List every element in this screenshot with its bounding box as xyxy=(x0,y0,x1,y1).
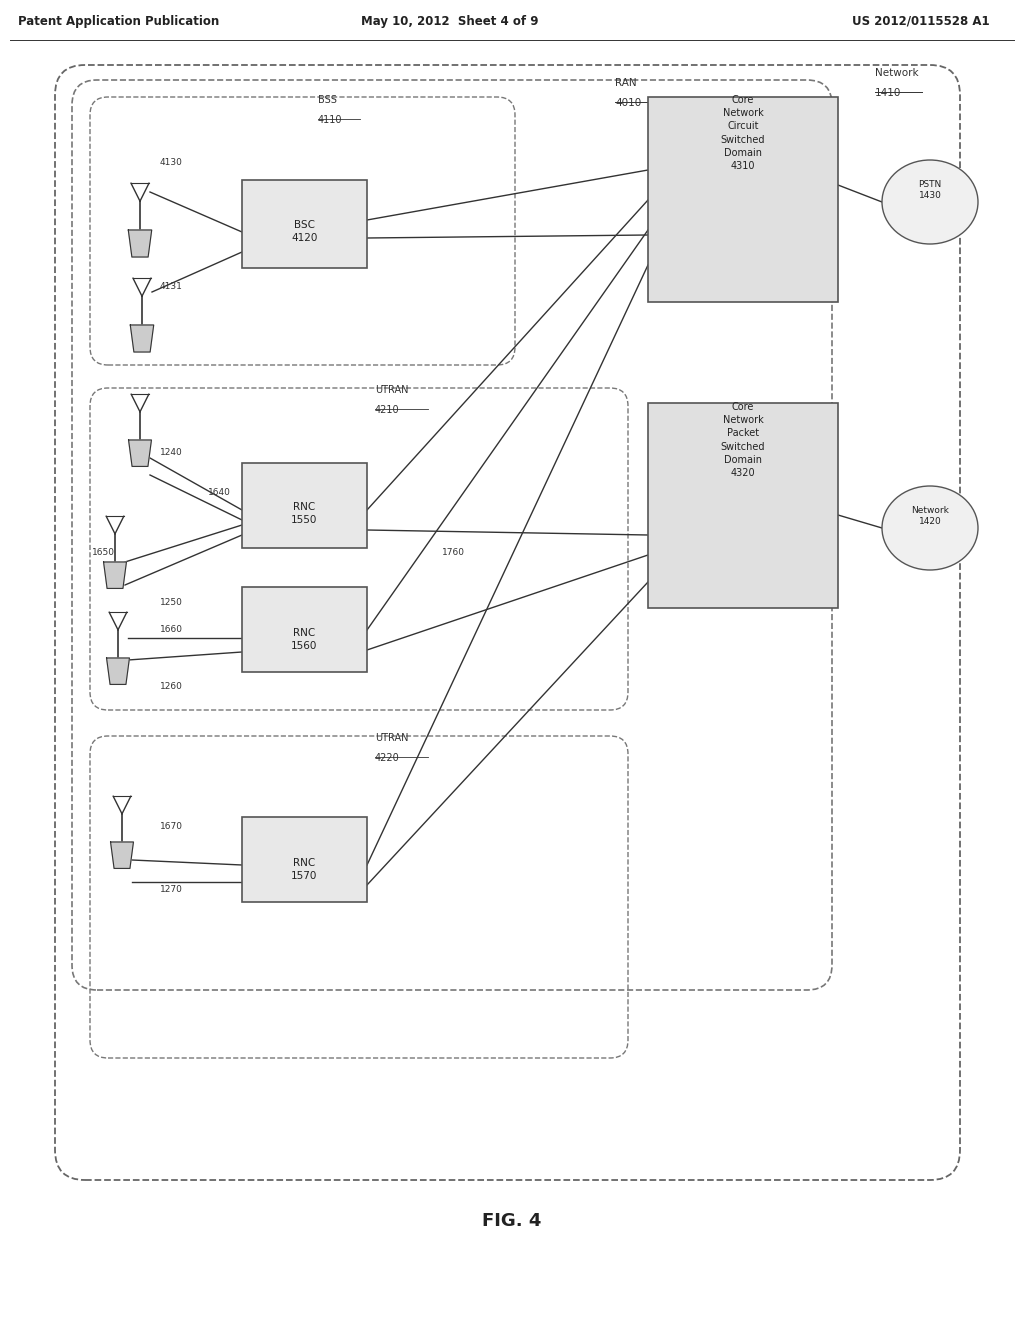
Text: 4210: 4210 xyxy=(375,405,399,414)
Text: 1260: 1260 xyxy=(160,682,183,690)
Text: US 2012/0115528 A1: US 2012/0115528 A1 xyxy=(852,15,990,28)
Text: Network: Network xyxy=(874,69,919,78)
FancyBboxPatch shape xyxy=(648,403,838,609)
Text: 4130: 4130 xyxy=(160,158,183,168)
Text: RNC
1550: RNC 1550 xyxy=(291,502,317,525)
Text: BSS: BSS xyxy=(318,95,337,106)
Text: Patent Application Publication: Patent Application Publication xyxy=(18,15,219,28)
Ellipse shape xyxy=(882,160,978,244)
Text: 4010: 4010 xyxy=(615,98,641,108)
Polygon shape xyxy=(111,842,133,869)
Polygon shape xyxy=(130,325,154,352)
Polygon shape xyxy=(106,657,129,684)
Polygon shape xyxy=(129,440,152,466)
Text: UTRAN: UTRAN xyxy=(375,733,409,743)
Text: Network
1420: Network 1420 xyxy=(911,506,949,527)
Text: 1410: 1410 xyxy=(874,88,901,98)
Text: UTRAN: UTRAN xyxy=(375,385,409,395)
Text: 1760: 1760 xyxy=(442,548,465,557)
Text: 1670: 1670 xyxy=(160,822,183,832)
Text: 1270: 1270 xyxy=(160,884,183,894)
Polygon shape xyxy=(128,230,152,257)
Text: RNC
1560: RNC 1560 xyxy=(291,628,317,651)
FancyBboxPatch shape xyxy=(242,180,367,268)
Text: RNC
1570: RNC 1570 xyxy=(291,858,317,882)
Text: 1250: 1250 xyxy=(160,598,183,607)
Text: 1660: 1660 xyxy=(160,624,183,634)
Text: 4220: 4220 xyxy=(375,752,399,763)
Text: 4110: 4110 xyxy=(318,115,342,125)
FancyBboxPatch shape xyxy=(242,463,367,548)
FancyBboxPatch shape xyxy=(242,817,367,902)
Text: PSTN
1430: PSTN 1430 xyxy=(919,180,942,201)
Text: RAN: RAN xyxy=(615,78,637,88)
Text: Core
Network
Packet
Switched
Domain
4320: Core Network Packet Switched Domain 4320 xyxy=(721,403,765,478)
Text: 4131: 4131 xyxy=(160,282,183,290)
Text: BSC
4120: BSC 4120 xyxy=(291,220,317,243)
Text: Core
Network
Circuit
Switched
Domain
4310: Core Network Circuit Switched Domain 431… xyxy=(721,95,765,172)
FancyBboxPatch shape xyxy=(648,96,838,302)
FancyBboxPatch shape xyxy=(242,587,367,672)
Polygon shape xyxy=(103,562,126,589)
Text: 1650: 1650 xyxy=(92,548,115,557)
Text: 1240: 1240 xyxy=(160,447,182,457)
Text: 1640: 1640 xyxy=(208,488,230,498)
Text: FIG. 4: FIG. 4 xyxy=(482,1212,542,1230)
Text: May 10, 2012  Sheet 4 of 9: May 10, 2012 Sheet 4 of 9 xyxy=(361,15,539,28)
Ellipse shape xyxy=(882,486,978,570)
